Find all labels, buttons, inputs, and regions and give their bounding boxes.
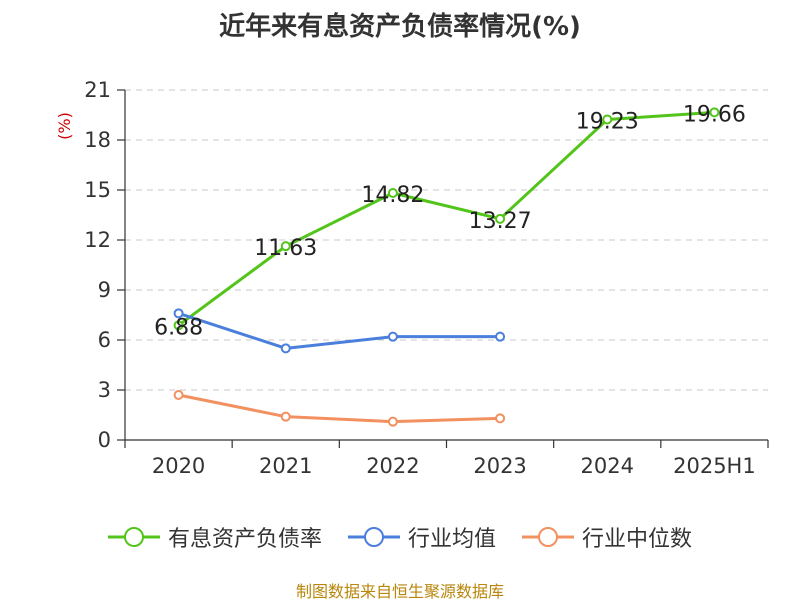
data-label: 11.63: [254, 236, 317, 261]
data-point: [387, 416, 398, 427]
series-lines: [173, 107, 720, 427]
legend: 有息资产负债率 行业均值 行业中位数: [0, 519, 800, 555]
series-line: [177, 110, 715, 327]
series-line: [178, 393, 501, 424]
y-tick-label: 9: [98, 278, 111, 302]
y-tick-label: 0: [98, 428, 111, 452]
y-tick-label: 21: [84, 78, 111, 102]
y-tick-label: 6: [98, 328, 111, 352]
x-tick-label: 2024: [581, 454, 634, 478]
data-point: [495, 331, 506, 342]
data-label: 6.88: [154, 315, 203, 340]
data-point: [495, 413, 506, 424]
data-point: [280, 343, 291, 354]
data-point: [280, 411, 291, 422]
legend-label: 行业中位数: [582, 527, 693, 552]
legend-marker-icon: [107, 527, 160, 547]
series-line: [178, 311, 501, 350]
axes: 0 3 6 9 12 15 18 21 2020 2021 2022 2023 2024 2025H1: [84, 78, 769, 478]
source-note: 制图数据来自恒生聚源数据库: [295, 582, 504, 601]
data-label: 19.23: [576, 110, 639, 135]
x-tick-label: 2020: [152, 454, 205, 478]
x-tick-label: 2022: [366, 454, 419, 478]
legend-label: 行业均值: [407, 527, 496, 552]
data-point: [173, 308, 184, 319]
legend-label: 有息资产负债率: [167, 527, 322, 552]
legend-marker-icon: [347, 527, 400, 547]
y-tick-label: 3: [98, 378, 111, 402]
legend-item[interactable]: 行业均值: [347, 521, 496, 553]
data-label: 13.27: [469, 209, 532, 234]
data-point: [709, 107, 720, 118]
chart-title: 近年来有息资产负债率情况(%): [219, 12, 581, 42]
legend-item[interactable]: 有息资产负债率: [107, 521, 322, 553]
x-tick-label: 2023: [473, 454, 526, 478]
y-tick-label: 12: [84, 228, 111, 252]
y-tick-label: 18: [84, 128, 111, 152]
grid-lines: [125, 89, 768, 391]
legend-marker-icon: [522, 527, 574, 547]
data-point: [387, 331, 398, 342]
data-point: [387, 188, 398, 198]
data-label: 14.82: [361, 183, 424, 208]
legend-item[interactable]: 行业中位数: [522, 521, 692, 553]
y-tick-label: 15: [84, 178, 111, 202]
data-label: 19.66: [683, 102, 746, 127]
data-point: [173, 320, 184, 331]
data-point: [280, 241, 291, 252]
x-tick-label: 2021: [259, 454, 312, 478]
x-tick-label: 2025H1: [673, 454, 756, 478]
data-point: [602, 114, 613, 125]
data-labels: 6.88 11.63 14.82 13.27 19.23 19.66: [154, 102, 746, 340]
data-point: [495, 213, 506, 224]
y-axis-label: (%): [55, 112, 74, 140]
data-point: [173, 390, 184, 400]
